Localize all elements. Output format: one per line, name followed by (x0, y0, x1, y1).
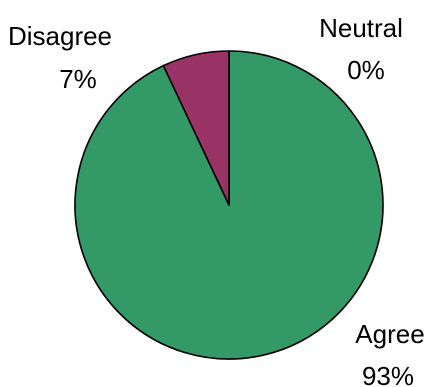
label-agree-value: 93% (362, 361, 414, 387)
label-neutral-name: Neutral (319, 13, 403, 43)
label-disagree-name: Disagree (8, 21, 112, 51)
label-disagree-value: 7% (59, 64, 97, 94)
label-agree-name: Agree (355, 319, 424, 349)
pie-slices (74, 50, 384, 360)
pie-slice-disagree (162, 50, 230, 206)
label-neutral-value: 0% (347, 55, 385, 85)
